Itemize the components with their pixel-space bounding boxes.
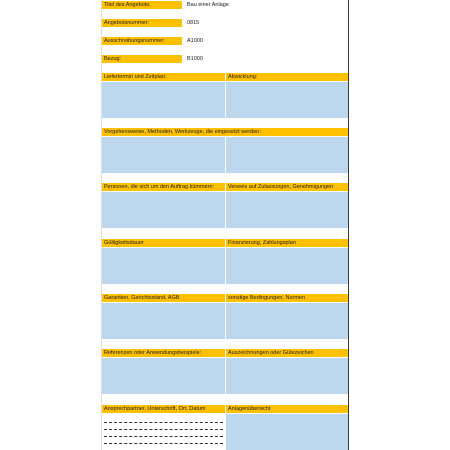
section-header: Ansprechpartner, Unterschrift, Ort, Datu…: [102, 405, 348, 413]
section-header: Garantien, Gerichtsstand, AGB sonstige B…: [102, 294, 348, 302]
section-header-left: Personen, die sich um den Auftrag kümmer…: [102, 183, 225, 191]
signature-line: [104, 443, 223, 444]
input-box-right[interactable]: [226, 358, 348, 394]
sheet-left-border: [101, 0, 102, 450]
field-value[interactable]: Bau einer Anlage: [187, 2, 229, 8]
section-header: Liefertermin und Zeitplan: Abwicklung:: [102, 73, 348, 81]
input-box-right[interactable]: [226, 414, 348, 450]
section-header-left: Ansprechpartner, Unterschrift, Ort, Datu…: [102, 405, 225, 413]
field-label: Titel des Angebots:: [102, 1, 182, 9]
section-header-right: Finanzierung, Zahlungsplan: [226, 239, 348, 247]
field-label: Bezug:: [102, 55, 182, 63]
input-box-right[interactable]: [226, 192, 348, 228]
input-box-right[interactable]: [226, 137, 348, 173]
signature-area[interactable]: [102, 414, 225, 450]
field-label: Ausschreibungsnummer:: [102, 37, 182, 45]
section-header-right: Anlagenübersicht: [226, 405, 348, 413]
input-box-left[interactable]: [102, 303, 225, 339]
field-value[interactable]: 0815: [187, 20, 200, 26]
section-header-right: Verweis auf Zulassungen, Genehmigungen: [226, 183, 348, 191]
sheet-right-border: [348, 0, 349, 450]
field-offer-number: Angebotsnummer: 0815: [102, 19, 262, 27]
input-box-left[interactable]: [102, 248, 225, 284]
input-box-right[interactable]: [226, 248, 348, 284]
signature-line: [104, 436, 223, 437]
signature-line: [104, 422, 223, 423]
input-box-left[interactable]: [102, 82, 225, 118]
section-header-left: Referenzen oder Anwendungsbeispiele:: [102, 349, 225, 357]
section-header-right: sonstige Bedingungen, Normen: [226, 294, 348, 302]
field-tender-number: Ausschreibungsnummer: A1000: [102, 37, 262, 45]
input-box-right[interactable]: [226, 303, 348, 339]
input-box-left[interactable]: [102, 192, 225, 228]
input-box-left[interactable]: [102, 358, 225, 394]
section-header-full: Vorgehensweise, Methoden, Werkzeuge, die…: [102, 128, 348, 136]
section-header: Vorgehensweise, Methoden, Werkzeuge, die…: [102, 128, 348, 136]
field-reference: Bezug: B1000: [102, 55, 262, 63]
section-header-left: Gültigkeitsdauer: [102, 239, 225, 247]
section-header-left: Garantien, Gerichtsstand, AGB: [102, 294, 225, 302]
section-header: Referenzen oder Anwendungsbeispiele: Aus…: [102, 349, 348, 357]
field-title: Titel des Angebots: Bau einer Anlage: [102, 1, 262, 9]
section-header: Gültigkeitsdauer Finanzierung, Zahlungsp…: [102, 239, 348, 247]
signature-line: [104, 429, 223, 430]
field-value[interactable]: B1000: [187, 56, 203, 62]
section-header-right: Abwicklung:: [226, 73, 348, 81]
field-label: Angebotsnummer:: [102, 19, 182, 27]
section-header-left: Liefertermin und Zeitplan:: [102, 73, 225, 81]
input-box-left[interactable]: [102, 137, 225, 173]
input-box-right[interactable]: [226, 82, 348, 118]
section-header: Personen, die sich um den Auftrag kümmer…: [102, 183, 348, 191]
section-header-right: Auszeichnungen oder Gütezeichen: [226, 349, 348, 357]
field-value[interactable]: A1000: [187, 38, 203, 44]
